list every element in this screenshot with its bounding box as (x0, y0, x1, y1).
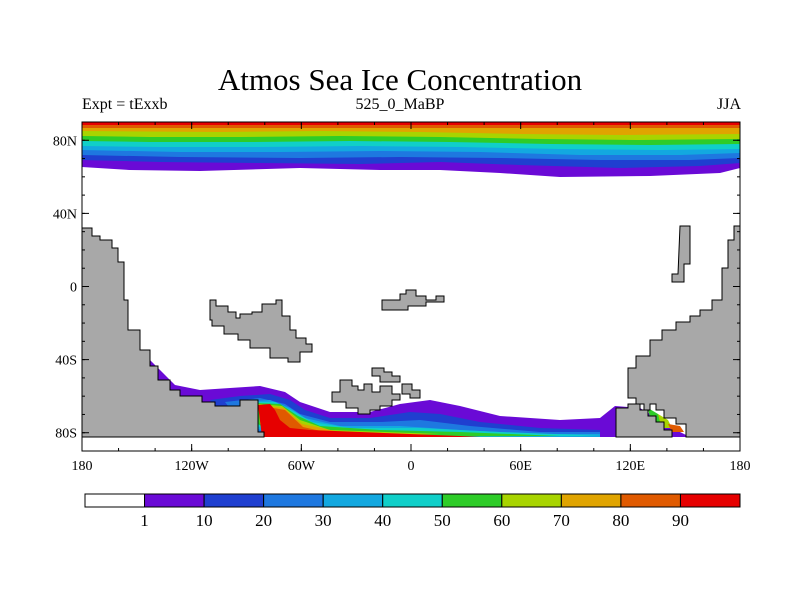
lon-tick-label: 0 (408, 459, 415, 474)
lat-tick-label: 80N (53, 134, 77, 149)
latitude-axis: 80N 40N 0 40S 80S (53, 121, 740, 452)
colorbar-box (560, 493, 622, 508)
colorbar-box (679, 493, 741, 508)
lat-tick-label: 40S (55, 354, 77, 369)
lon-tick-label: 120W (175, 459, 210, 474)
colorbar-label: 30 (315, 511, 332, 530)
colorbar-label: 50 (434, 511, 451, 530)
colorbar-box (84, 493, 146, 508)
colorbar-box (620, 493, 681, 508)
lon-tick-label: 60E (509, 459, 532, 474)
eastern-peninsula (671, 225, 691, 283)
lat-tick-label: 0 (70, 281, 77, 296)
colorbar-box (203, 493, 265, 508)
colorbar: 1 10 20 30 40 50 60 70 80 90 (84, 493, 741, 530)
south-band-90 (258, 404, 480, 437)
longitude-axis: 180 120W 60W 0 60E 120E 180 (72, 122, 751, 474)
colorbar-label: 1 (140, 511, 149, 530)
colorbar-label: 10 (196, 511, 213, 530)
lon-tick-label: 60W (288, 459, 316, 474)
south-band-50 (255, 403, 560, 437)
colorbar-box (144, 493, 205, 508)
colorbar-label: 80 (612, 511, 629, 530)
colorbar-label: 40 (374, 511, 391, 530)
southern-island-east (401, 383, 421, 399)
season-label: JJA (716, 96, 741, 113)
lon-tick-label: 120E (616, 459, 646, 474)
map-plot-area (82, 122, 740, 451)
central-island-west (209, 299, 313, 363)
colorbar-box (382, 493, 443, 508)
colorbar-box (263, 493, 324, 508)
lat-tick-label: 80S (55, 427, 77, 442)
colorbar-label: 90 (672, 511, 689, 530)
colorbar-box (501, 493, 562, 508)
period-label: 525_0_MaBP (355, 96, 445, 113)
arctic-sea-ice (82, 122, 740, 177)
southern-island-cluster (331, 379, 401, 415)
southern-continent (615, 403, 673, 438)
lon-tick-label: 180 (72, 459, 93, 474)
western-continent (82, 227, 265, 438)
land-masses (82, 225, 740, 438)
eastern-continent (627, 225, 740, 438)
southern-island-north (371, 367, 401, 383)
colorbar-box (322, 493, 384, 508)
central-island-east (381, 289, 445, 311)
experiment-label: Expt = tExxb (82, 96, 168, 113)
colorbar-label: 60 (493, 511, 510, 530)
colorbar-label: 70 (553, 511, 570, 530)
lon-tick-label: 180 (730, 459, 751, 474)
lat-tick-label: 40N (53, 207, 77, 222)
map-title: Atmos Sea Ice Concentration (217, 62, 583, 97)
colorbar-label: 20 (255, 511, 272, 530)
colorbar-box (441, 493, 503, 508)
